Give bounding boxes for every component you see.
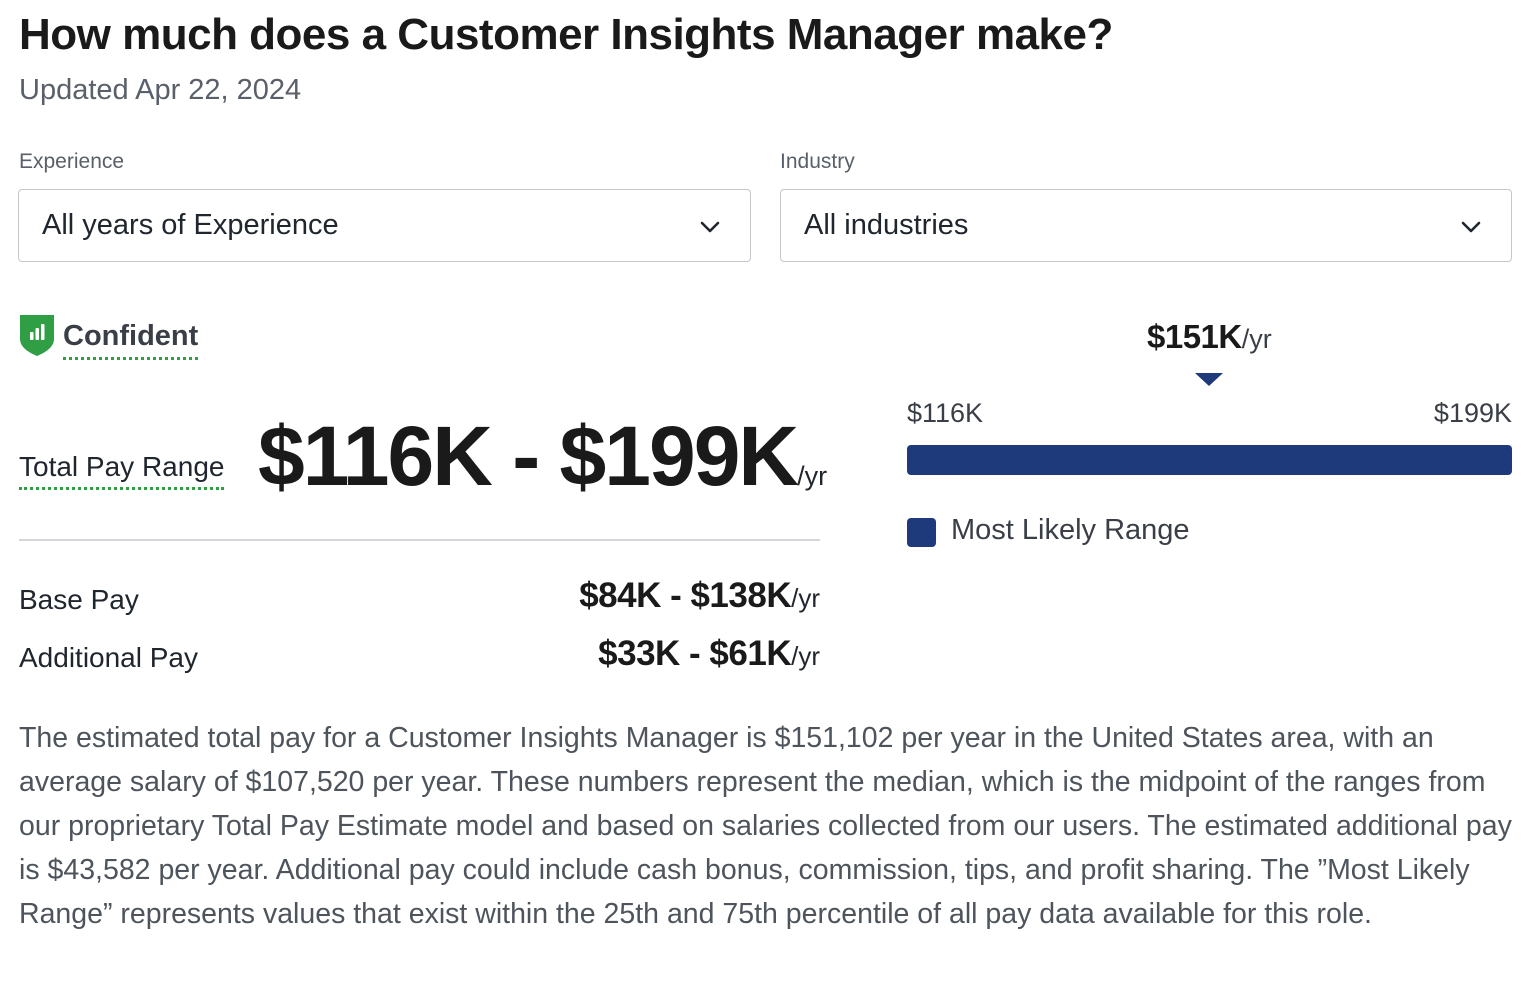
median-unit: /yr	[1241, 324, 1272, 354]
shield-bar-chart-icon	[20, 315, 54, 356]
base-pay-amount: $84K - $138K	[579, 576, 792, 615]
page-title: How much does a Customer Insights Manage…	[19, 10, 1113, 59]
median-pointer-icon	[1195, 373, 1223, 386]
most-likely-range-bar	[907, 445, 1512, 475]
industry-select[interactable]: All industries	[780, 189, 1512, 262]
chevron-down-icon	[1461, 221, 1481, 233]
range-min-label: $116K	[907, 398, 984, 428]
confidence-label: Confident	[63, 320, 199, 360]
total-pay-range-label[interactable]: Total Pay Range	[19, 451, 225, 490]
base-pay-value: $84K - $138K/yr	[579, 576, 820, 616]
total-pay-amount: $116K - $199K	[258, 409, 799, 503]
experience-label: Experience	[19, 150, 125, 173]
total-pay-unit: /yr	[797, 461, 828, 491]
experience-select[interactable]: All years of Experience	[18, 189, 751, 262]
base-pay-label: Base Pay	[19, 584, 139, 615]
industry-selected-value: All industries	[804, 209, 969, 241]
updated-date: Updated Apr 22, 2024	[19, 74, 302, 106]
additional-pay-unit: /yr	[791, 641, 820, 671]
total-pay-range-value: $116K - $199K/yr	[258, 408, 827, 505]
legend-swatch	[907, 518, 936, 547]
additional-pay-value: $33K - $61K/yr	[598, 634, 820, 674]
median-amount: $151K	[1147, 318, 1242, 355]
range-max-label: $199K	[1433, 398, 1512, 428]
median-pay-label: $151K/yr	[1147, 318, 1272, 356]
additional-pay-amount: $33K - $61K	[598, 634, 792, 673]
additional-pay-label: Additional Pay	[19, 642, 199, 673]
industry-label: Industry	[780, 150, 855, 173]
chevron-down-icon	[700, 221, 720, 233]
experience-selected-value: All years of Experience	[42, 209, 339, 241]
base-pay-unit: /yr	[791, 583, 820, 613]
pay-description: The estimated total pay for a Customer I…	[19, 722, 1512, 930]
divider	[19, 539, 820, 541]
legend-label: Most Likely Range	[951, 514, 1190, 546]
